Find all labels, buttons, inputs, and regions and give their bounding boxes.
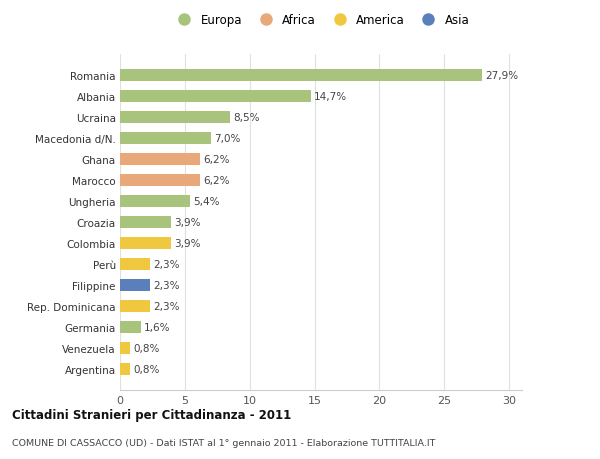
Text: 2,3%: 2,3% (153, 280, 179, 291)
Text: 7,0%: 7,0% (214, 134, 241, 144)
Text: 2,3%: 2,3% (153, 259, 179, 269)
Bar (120, 133, 211, 145)
Bar (120, 342, 130, 354)
Bar (120, 70, 482, 82)
Bar (120, 322, 141, 333)
Text: 27,9%: 27,9% (485, 71, 518, 81)
Text: COMUNE DI CASSACCO (UD) - Dati ISTAT al 1° gennaio 2011 - Elaborazione TUTTITALI: COMUNE DI CASSACCO (UD) - Dati ISTAT al … (12, 438, 436, 447)
Bar (120, 154, 200, 166)
Text: Cittadini Stranieri per Cittadinanza - 2011: Cittadini Stranieri per Cittadinanza - 2… (12, 408, 291, 421)
Bar (120, 364, 130, 375)
Bar (120, 112, 230, 123)
Bar (120, 238, 170, 249)
Text: 8,5%: 8,5% (233, 113, 260, 123)
Bar (120, 196, 190, 207)
Text: 5,4%: 5,4% (193, 197, 220, 207)
Text: 1,6%: 1,6% (144, 322, 170, 332)
Text: 6,2%: 6,2% (203, 155, 230, 165)
Text: 3,9%: 3,9% (174, 218, 200, 228)
Text: 2,3%: 2,3% (153, 302, 179, 311)
Bar (120, 91, 311, 103)
Bar (120, 175, 200, 186)
Text: 6,2%: 6,2% (203, 176, 230, 186)
Bar (120, 301, 150, 312)
Text: 3,9%: 3,9% (174, 239, 200, 248)
Bar (120, 259, 150, 270)
Bar (120, 217, 170, 229)
Legend: Europa, Africa, America, Asia: Europa, Africa, America, Asia (169, 11, 473, 31)
Text: 0,8%: 0,8% (134, 343, 160, 353)
Bar (120, 280, 150, 291)
Text: 0,8%: 0,8% (134, 364, 160, 374)
Text: 14,7%: 14,7% (314, 92, 347, 102)
